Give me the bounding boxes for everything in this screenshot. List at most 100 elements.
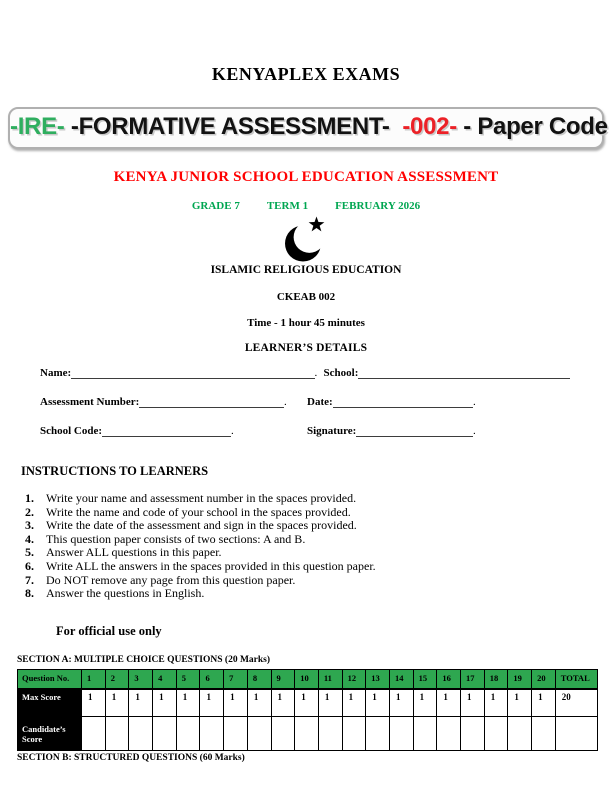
school-label: School: — [323, 367, 359, 379]
form-row-number-date: Assessment Number: . Date: . — [40, 394, 570, 408]
score-cell: 1 — [152, 688, 177, 717]
instruction-text: Answer ALL questions in this paper. — [46, 545, 222, 560]
instruction-item: 4. This question paper consists of two se… — [25, 531, 612, 547]
score-cell: 1 — [294, 688, 319, 717]
instruction-text: Write ALL the answers in the spaces prov… — [46, 558, 376, 573]
name-fill-line — [71, 365, 315, 379]
signature-label: Signature: — [307, 425, 357, 437]
score-table-header-cell: 2 — [104, 668, 130, 690]
score-table-row-label: Max Score — [16, 688, 83, 717]
separator-period: . — [314, 367, 318, 379]
score-table-header-cell: 11 — [317, 668, 343, 690]
instruction-number: 6. — [25, 558, 34, 573]
instruction-number: 8. — [25, 586, 34, 601]
score-cell: 1 — [507, 688, 533, 717]
score-table-header-cell: 1 — [81, 668, 106, 690]
instruction-number: 4. — [25, 531, 34, 546]
meta-item: GRADE 7 — [191, 200, 240, 212]
score-cell — [341, 715, 367, 751]
score-cell — [81, 715, 106, 751]
instruction-item: 8. Answer the questions in English. — [25, 587, 612, 601]
score-table-header-cell: 20 — [531, 668, 556, 690]
score-cell: 1 — [341, 688, 367, 717]
score-cell: 1 — [412, 688, 438, 717]
instruction-item: 5. Answer ALL questions in this paper. — [25, 546, 612, 560]
score-table-header-cell: 5 — [175, 668, 201, 690]
school-fill-line — [358, 365, 570, 379]
section-b-heading: SECTION B: STRUCTURED QUESTIONS (60 Mark… — [17, 752, 245, 763]
score-table-header-cell: TOTAL — [554, 668, 599, 690]
score-cell: 1 — [388, 688, 414, 717]
score-cell — [152, 715, 177, 751]
score-cell: 20 — [554, 688, 599, 717]
school-code-fill-line — [102, 423, 231, 437]
meta-item: TERM 1 — [266, 200, 309, 212]
score-cell: 1 — [246, 688, 272, 717]
score-table-header-cell: 19 — [507, 668, 533, 690]
date-fill-line — [332, 394, 473, 408]
score-table-header-cell: 10 — [294, 668, 319, 690]
assessment-number-label: Assessment Number: — [40, 396, 140, 408]
exam-banner: -IRE- -FORMATIVE ASSESSMENT- -002- - Pap… — [8, 107, 608, 149]
score-cell: 1 — [531, 688, 556, 717]
subject-title: ISLAMIC RELIGIOUS EDUCATION — [210, 264, 402, 276]
score-cell — [104, 715, 130, 751]
instructions-list: 1. Write your name and assessment number … — [25, 491, 612, 601]
learner-details-heading: LEARNER’S DETAILS — [244, 342, 368, 354]
signature-fill-line — [356, 423, 473, 437]
score-table-header-cell: 6 — [199, 668, 225, 690]
score-table-header-cell: 16 — [436, 668, 462, 690]
assessment-number-fill-line — [139, 394, 284, 408]
score-cell: 1 — [460, 688, 485, 717]
form-row-code-signature: School Code: . Signature: . — [40, 423, 570, 437]
instruction-text: Write your name and assessment number in… — [46, 491, 357, 505]
score-table-header-cell: 18 — [483, 668, 509, 690]
exam-duration: Time - 1 hour 45 minutes — [247, 317, 365, 329]
score-table-row: Max Score 1 1 1 1 1 1 1 1 1 1 1 1 1 1 1 1 1 1 1 1 20 — [16, 688, 599, 717]
score-table-header-row: Question No. 1 2 3 4 5 6 7 8 9 10 11 12 13 14 15 16 17 18 1… — [16, 668, 599, 690]
score-cell — [460, 715, 485, 751]
section-a-heading: SECTION A: MULTIPLE CHOICE QUESTIONS (20… — [17, 654, 271, 665]
instruction-number: 2. — [25, 504, 34, 519]
score-cell — [412, 715, 438, 751]
score-cell: 1 — [104, 688, 130, 717]
official-use-label: For official use only — [56, 623, 162, 638]
instruction-item: 1. Write your name and assessment number … — [25, 491, 612, 506]
score-cell: 1 — [317, 688, 343, 717]
score-cell — [223, 715, 248, 751]
separator-period: . — [231, 425, 234, 437]
form-row-name-school: Name: . School: — [40, 365, 570, 379]
score-cell — [483, 715, 509, 751]
banner-segment: - Paper Code 908- — [463, 113, 608, 140]
score-cell — [531, 715, 556, 751]
score-cell: 1 — [270, 688, 296, 717]
instruction-item: 3. Write the date of the assessment and s… — [25, 519, 612, 533]
school-code-label: School Code: — [40, 425, 103, 437]
instruction-number: 3. — [25, 518, 34, 533]
score-table-header-cell: 15 — [412, 668, 438, 690]
instruction-text: Write the name and code of your school i… — [46, 504, 351, 519]
score-cell — [554, 715, 599, 751]
score-cell — [507, 715, 533, 751]
name-label: Name: — [40, 367, 72, 379]
star-and-crescent-icon — [0, 215, 612, 263]
score-cell: 1 — [81, 688, 106, 717]
instruction-text: Do NOT remove any page from this questio… — [46, 572, 296, 587]
score-cell — [175, 715, 201, 751]
banner-segment: -FORMATIVE ASSESSMENT- — [70, 113, 403, 140]
score-cell — [199, 715, 225, 751]
separator-period: . — [473, 425, 476, 437]
instructions-heading: INSTRUCTIONS TO LEARNERS — [21, 464, 209, 478]
score-cell: 1 — [223, 688, 248, 717]
instruction-item: 7. Do NOT remove any page from this quest… — [25, 572, 612, 588]
score-table-header-cell: 9 — [270, 668, 296, 690]
paper-code: CKEAB 002 — [276, 291, 336, 303]
date-label: Date: — [307, 396, 333, 408]
instruction-number: 7. — [25, 572, 34, 587]
instruction-text: Write the date of the assessment and sig… — [46, 518, 357, 533]
separator-period: . — [473, 396, 476, 408]
score-table-header-cell: Question No. — [16, 668, 83, 690]
instruction-item: 2. Write the name and code of your school… — [25, 504, 612, 520]
score-table-header-cell: 17 — [460, 668, 485, 690]
instruction-text: This question paper consists of two sect… — [46, 531, 306, 546]
